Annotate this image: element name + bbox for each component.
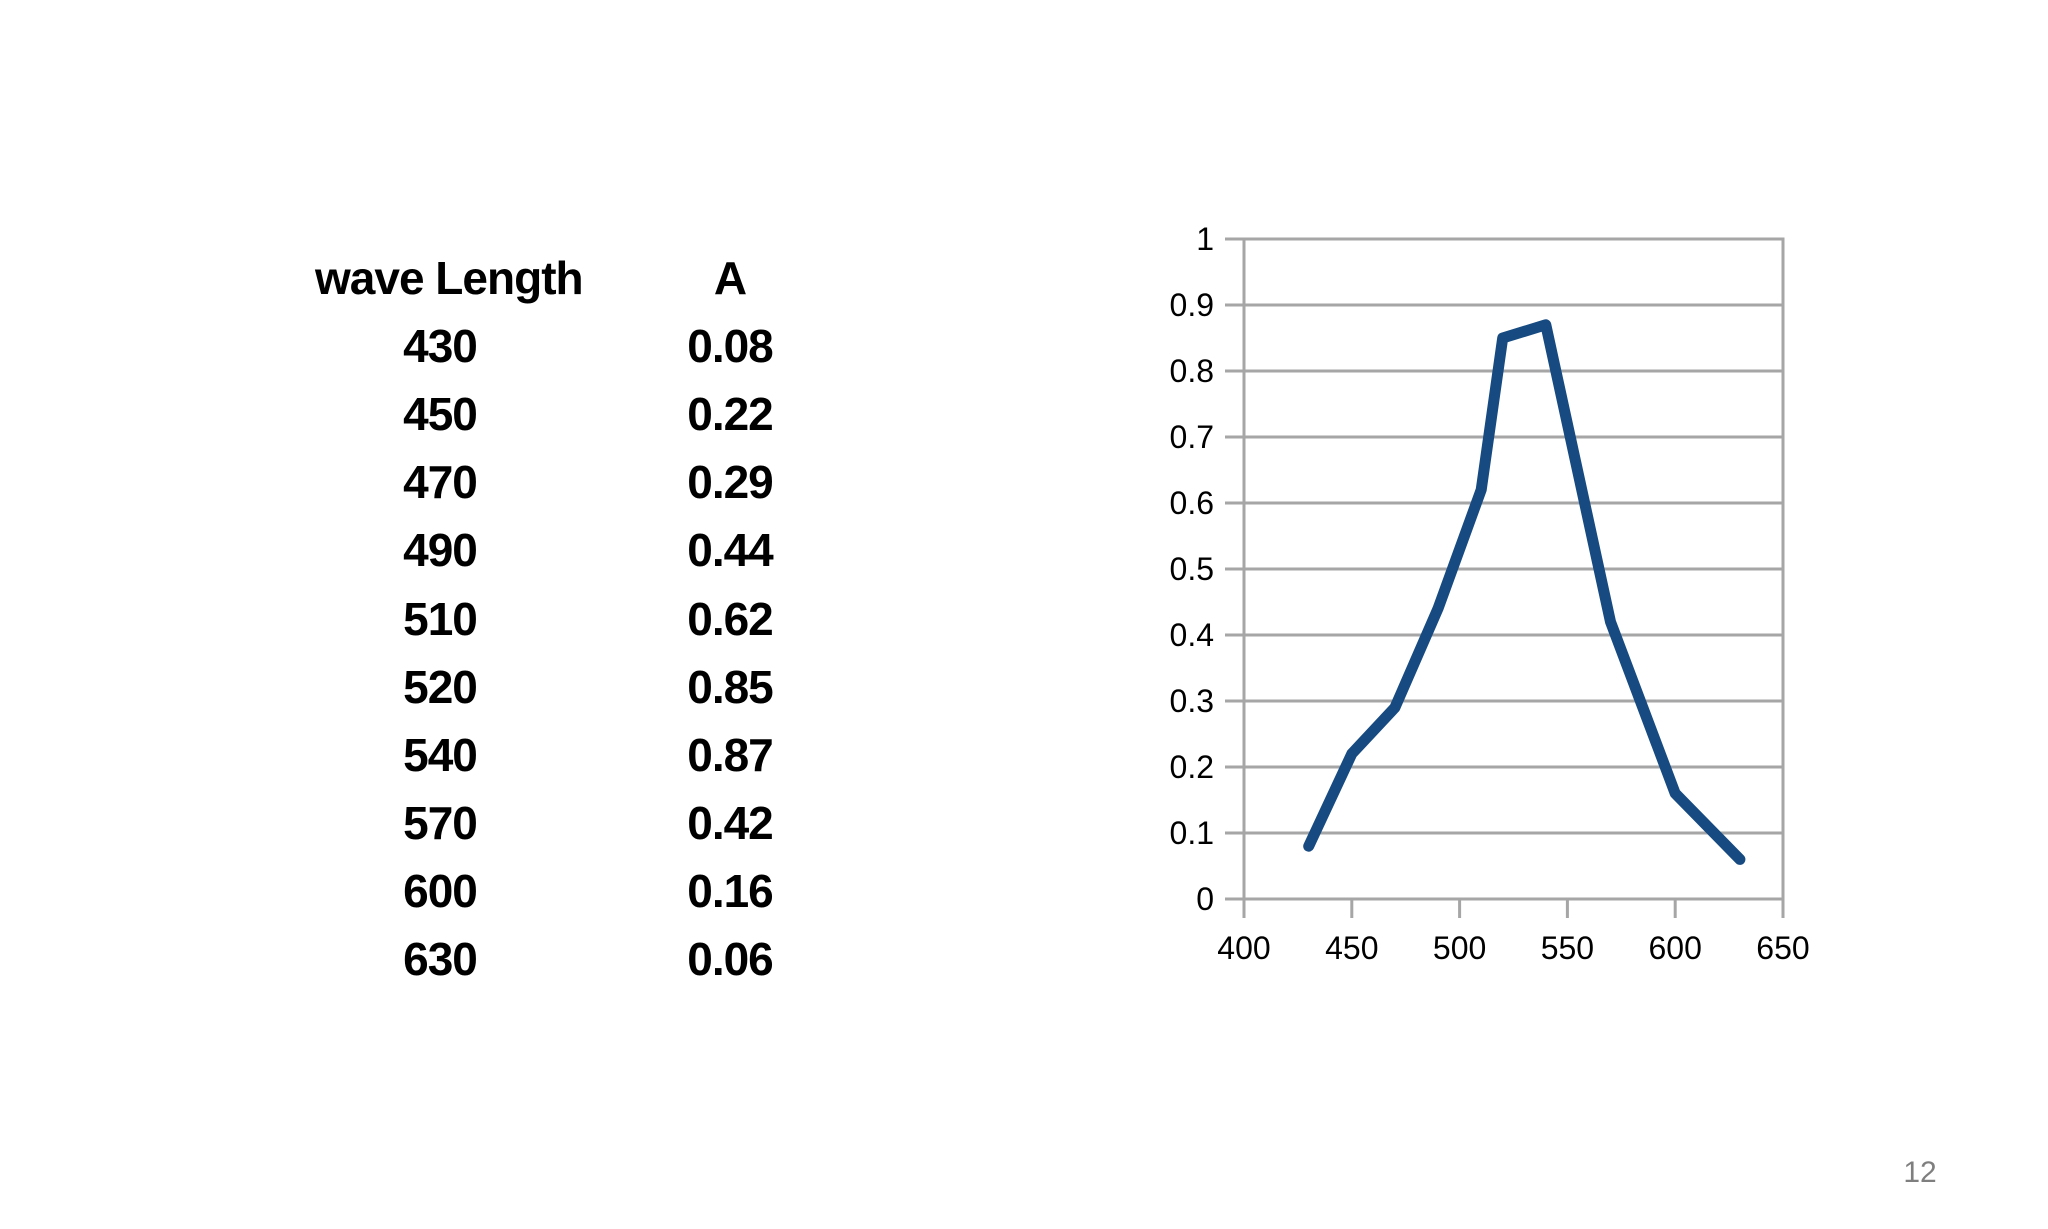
y-axis-label: 0 [1196, 881, 1214, 917]
wavelength-cell: 570 [403, 796, 478, 849]
y-axis-label: 0.8 [1170, 353, 1214, 389]
y-axis-label: 0.9 [1170, 287, 1214, 323]
wavelength-cell: 540 [403, 728, 478, 781]
wavelength-cell: 520 [403, 660, 478, 713]
table-row: 540 0.87 [315, 721, 855, 789]
table-row: 430 0.08 [315, 312, 855, 380]
absorbance-line-chart: 0 0.1 0.2 0.3 0.4 0.5 0.6 0.7 0.8 0.9 1 400 450 500 55… [1170, 221, 1810, 966]
absorbance-column-header: A [713, 252, 747, 305]
y-axis-label: 0.7 [1170, 419, 1214, 455]
wavelength-cell: 470 [403, 456, 478, 509]
y-axis-label: 1 [1196, 221, 1214, 257]
x-axis-label: 600 [1649, 930, 1702, 966]
page-number: 12 [1903, 1156, 1937, 1189]
absorbance-cell: 0.87 [687, 728, 774, 781]
table-row: 570 0.42 [315, 789, 855, 857]
table-row: 510 0.62 [315, 584, 855, 652]
x-axis-label: 550 [1541, 930, 1594, 966]
wavelength-cell: 630 [403, 932, 478, 985]
y-axis-label: 0.5 [1170, 551, 1214, 587]
y-axis-label: 0.3 [1170, 683, 1214, 719]
wavelength-cell: 430 [403, 320, 478, 373]
absorbance-table: wave Length A 430 0.08 450 0.22 470 0.29 490 0.… [315, 244, 855, 993]
absorbance-cell: 0.22 [687, 388, 774, 441]
table-row: 450 0.22 [315, 380, 855, 448]
absorbance-cell: 0.62 [687, 592, 774, 645]
x-axis-label: 450 [1325, 930, 1378, 966]
absorbance-series-line [1303, 319, 1746, 865]
absorbance-cell: 0.06 [687, 932, 774, 985]
y-axis-label: 0.1 [1170, 815, 1214, 851]
x-axis-label: 400 [1217, 930, 1270, 966]
wavelength-cell: 490 [403, 524, 478, 577]
y-axis-label: 0.2 [1170, 749, 1214, 785]
absorbance-cell: 0.44 [687, 524, 774, 577]
table-row: 470 0.29 [315, 448, 855, 516]
absorbance-cell: 0.08 [687, 320, 774, 373]
y-axis-label: 0.6 [1170, 485, 1214, 521]
table-row: 520 0.85 [315, 653, 855, 721]
absorbance-cell: 0.29 [687, 456, 774, 509]
absorbance-cell: 0.85 [687, 660, 774, 713]
wavelength-cell: 600 [403, 864, 478, 917]
table-row: 630 0.06 [315, 925, 855, 993]
table-row: 490 0.44 [315, 516, 855, 584]
table-body: 430 0.08 450 0.22 470 0.29 490 0.44 510 0.62 520 0.… [315, 312, 855, 993]
x-axis-label: 500 [1433, 930, 1486, 966]
absorbance-cell: 0.42 [687, 796, 774, 849]
table-row: 600 0.16 [315, 857, 855, 925]
plot-border [1242, 237, 1785, 901]
x-axis-label: 650 [1756, 930, 1809, 966]
wavelength-column-header: wave Length [315, 252, 584, 305]
wavelength-cell: 510 [403, 592, 478, 645]
table-header-row: wave Length A [315, 244, 855, 312]
y-axis-label: 0.4 [1170, 617, 1214, 653]
wavelength-cell: 450 [403, 388, 478, 441]
absorbance-cell: 0.16 [687, 864, 774, 917]
